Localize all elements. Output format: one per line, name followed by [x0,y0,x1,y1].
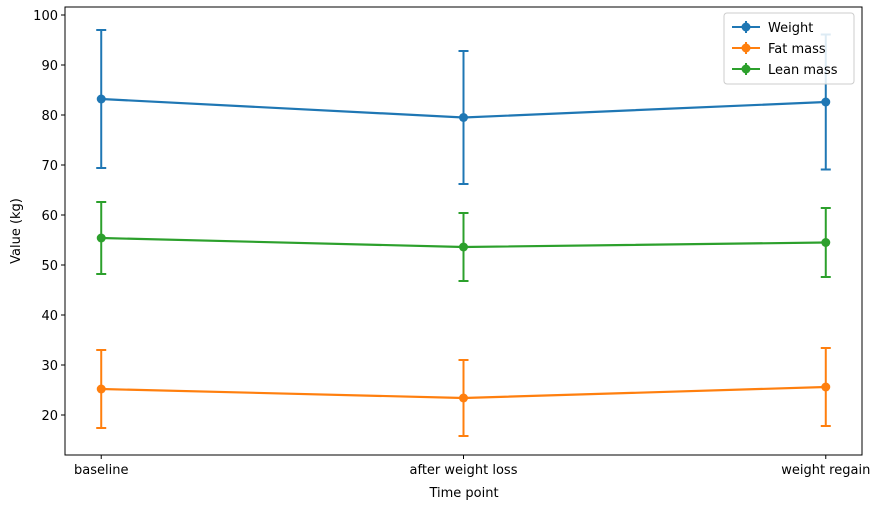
x-tick-label: weight regain [781,463,870,478]
y-tick-label: 100 [33,9,58,24]
y-tick-label: 30 [41,359,58,374]
point [459,113,468,122]
legend-label: Lean mass [768,63,838,78]
y-tick-label: 90 [41,59,58,74]
y-tick-label: 70 [41,159,58,174]
legend-marker [741,43,751,53]
y-tick-label: 40 [41,309,58,324]
x-axis-label: Time point [428,486,498,501]
point [459,242,468,252]
y-tick-label: 60 [41,209,58,224]
point [821,97,831,107]
legend-label: Weight [768,21,813,36]
x-tick-label: baseline [74,463,128,478]
point [96,384,106,394]
y-tick-label: 80 [41,109,58,124]
legend-marker [741,22,751,32]
y-tick-label: 20 [41,409,58,424]
point [821,238,831,247]
point [459,393,468,403]
x-tick-label: after weight loss [410,463,518,478]
legend-marker [741,64,751,74]
y-tick-label: 50 [41,259,58,274]
legend-label: Fat mass [768,42,826,57]
legend-box [723,12,855,85]
point [821,382,831,392]
y-axis-label: Value (kg) [9,198,24,264]
point [96,233,106,243]
point [96,94,106,104]
